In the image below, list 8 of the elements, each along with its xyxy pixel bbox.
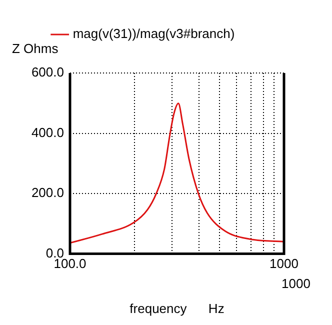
y-axis-title: Z Ohms [12, 41, 59, 56]
text: 1000 [282, 276, 310, 291]
y-tick-label: 600.0 [31, 64, 64, 80]
y-tick-label: 200.0 [31, 185, 64, 200]
y-tick-label: 0.0 [46, 245, 64, 260]
y-tick-label: 400.0 [31, 124, 64, 140]
x-axis-title: frequency Hz [130, 300, 224, 316]
legend-label: mag(v(31))/mag(v3#branch) [72, 26, 235, 42]
